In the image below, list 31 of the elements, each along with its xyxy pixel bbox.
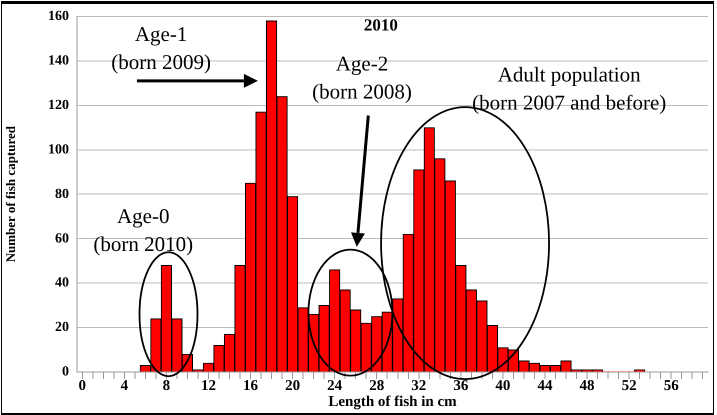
x-axis-title: Length of fish in cm [328, 394, 458, 410]
y-tick-label: 160 [48, 9, 69, 24]
chart-title: 2010 [364, 15, 398, 34]
y-tick-label: 100 [48, 142, 69, 158]
annotation: Age-2 (born 2008) [312, 52, 412, 104]
y-tick-label: 0 [62, 364, 69, 380]
annotation: Age-0 (born 2010) [93, 204, 194, 256]
annotation: Age-1 (born 2009) [111, 22, 211, 74]
x-tick-label: 48 [580, 378, 595, 394]
x-tick-label: 20 [285, 378, 300, 394]
y-tick-label: 20 [55, 320, 69, 336]
x-tick-label: 24 [327, 378, 343, 394]
x-tick-label: 36 [453, 378, 469, 394]
x-tick-label: 40 [495, 378, 510, 394]
y-axis-title: Number of fish captured [3, 125, 18, 262]
y-tick-label: 80 [55, 186, 69, 202]
x-tick-label: 16 [243, 378, 259, 394]
x-tick-label: 52 [622, 378, 637, 394]
y-tick-label: 140 [48, 53, 69, 68]
x-tick-label: 0 [78, 378, 86, 394]
x-tick-label: 32 [411, 378, 426, 394]
x-tick-label: 8 [162, 378, 170, 394]
x-tick-label: 12 [200, 378, 216, 394]
x-tick-label: 56 [664, 378, 680, 394]
x-tick-label: 4 [120, 378, 129, 394]
y-tick-label: 60 [55, 231, 69, 246]
annotation: Adult population (born 2007 and before) [472, 62, 666, 115]
x-tick-label: 44 [537, 378, 553, 394]
x-tick-label: 28 [369, 378, 384, 394]
y-tick-label: 40 [55, 276, 69, 291]
y-tick-label: 120 [48, 98, 69, 113]
